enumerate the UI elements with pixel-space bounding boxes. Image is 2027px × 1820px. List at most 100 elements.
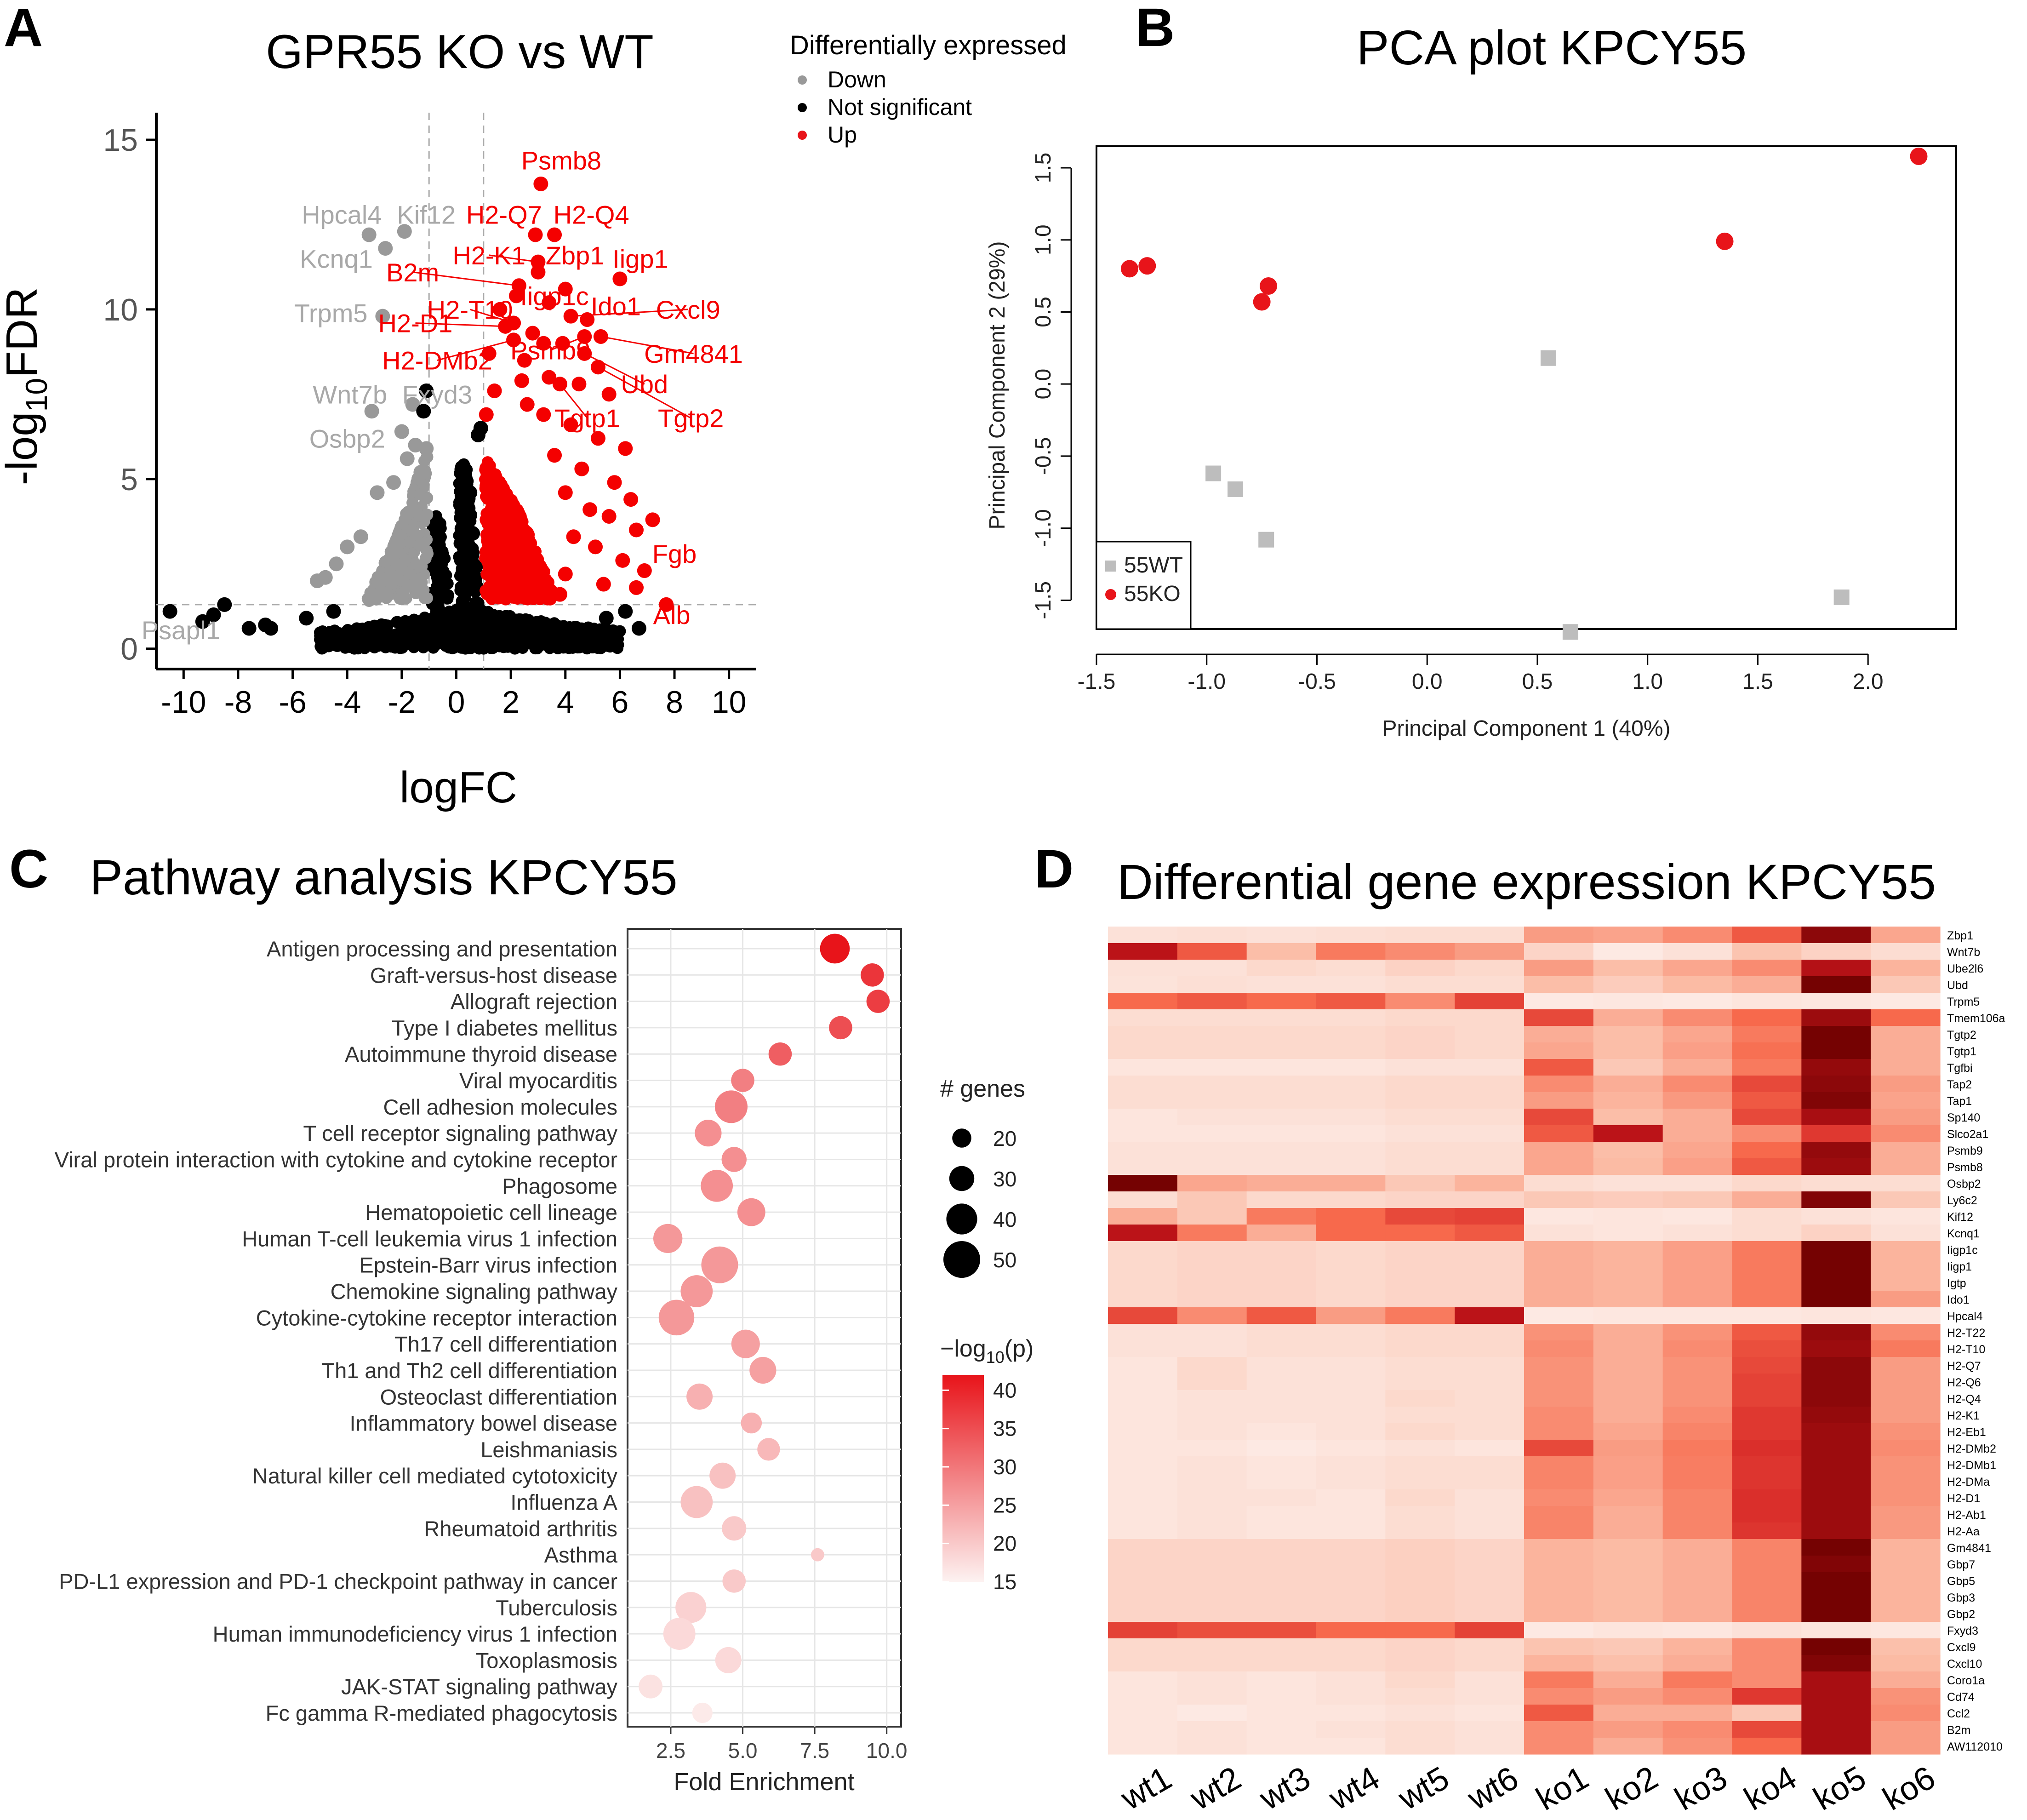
- heatmap-cell: [1524, 1225, 1594, 1242]
- heatmap-cell: [1316, 1489, 1386, 1506]
- heatmap-cell: [1801, 976, 1871, 993]
- heatmap-cell: [1662, 1589, 1733, 1606]
- heatmap-cell: [1524, 1191, 1594, 1208]
- volcano-point: [535, 575, 547, 587]
- volcano-point: [481, 346, 497, 361]
- volcano-point: [413, 465, 428, 480]
- heatmap-cell: [1177, 1208, 1247, 1225]
- heatmap-cell: [1871, 1357, 1941, 1374]
- heatmap-cell: [1108, 1026, 1178, 1043]
- volcano-point: [364, 404, 379, 419]
- volcano-point: [558, 567, 573, 582]
- heatmap-cell: [1316, 1539, 1386, 1556]
- volcano-point: [598, 634, 610, 647]
- pathway-label: Rheumatoid arthritis: [424, 1517, 617, 1541]
- heatmap-cell: [1455, 1092, 1525, 1109]
- heatmap-cell: [1246, 1258, 1317, 1275]
- heatmap-cell: [1246, 1721, 1317, 1738]
- pathway-label: Osteoclast differentiation: [380, 1385, 617, 1409]
- heatmap-row-label: H2-T22: [1947, 1327, 1985, 1339]
- heatmap-cell: [1385, 1357, 1455, 1374]
- pca-y-label: Principal Component 2 (29%): [985, 241, 1010, 530]
- pca-x-tick-label: -1.5: [1078, 670, 1116, 694]
- heatmap-cell: [1593, 1539, 1663, 1556]
- heatmap-cell: [1246, 1374, 1317, 1391]
- heatmap-cell: [1801, 1705, 1871, 1722]
- volcano-gene-label: H2-Q4: [554, 200, 629, 229]
- heatmap-cell: [1732, 1109, 1802, 1126]
- heatmap-cell: [1108, 1423, 1178, 1440]
- volcano-x-tick-label: -8: [224, 685, 252, 720]
- heatmap-row-label: Ubd: [1947, 979, 1968, 992]
- heatmap-cell: [1871, 1191, 1941, 1208]
- heatmap-cell: [1316, 1125, 1386, 1142]
- volcano-x-tick-label: -6: [279, 685, 306, 720]
- heatmap-cell: [1801, 1390, 1871, 1407]
- gene-count-legend-key: [949, 1166, 975, 1191]
- volcano-gene-label: Fgb: [652, 539, 697, 568]
- volcano-point: [380, 627, 393, 640]
- heatmap-cell: [1662, 1671, 1733, 1688]
- heatmap-cell: [1801, 1125, 1871, 1142]
- heatmap-cell: [1246, 976, 1317, 993]
- pca-point-ko: [1910, 147, 1928, 165]
- heatmap-cell: [1801, 1142, 1871, 1159]
- heatmap-row-label: Coro1a: [1947, 1674, 1985, 1687]
- pca-legend-key: [1105, 589, 1116, 600]
- heatmap-cell: [1385, 993, 1455, 1010]
- heatmap-cell: [1524, 1324, 1594, 1341]
- heatmap-cell: [1732, 1274, 1802, 1291]
- heatmap-col-label: ko6: [1877, 1759, 1941, 1818]
- heatmap-cell: [1246, 1539, 1317, 1556]
- heatmap-cell: [1455, 1440, 1525, 1457]
- heatmap-cell: [1524, 1456, 1594, 1473]
- volcano-point: [517, 353, 532, 368]
- volcano-gene-label: H2-DMb2: [382, 346, 492, 375]
- heatmap-cell: [1385, 1076, 1455, 1093]
- volcano-y-label: -log10FDR: [0, 287, 53, 486]
- heatmap-cell: [1246, 1324, 1317, 1341]
- volcano-point: [510, 548, 522, 560]
- heatmap-cell: [1524, 993, 1594, 1010]
- heatmap-cell: [1385, 1489, 1455, 1506]
- heatmap-cell: [1177, 1489, 1247, 1506]
- heatmap-cell: [1108, 1622, 1178, 1639]
- volcano-point: [409, 557, 422, 570]
- heatmap-cell: [1662, 1324, 1733, 1341]
- heatmap-cell: [1662, 927, 1733, 944]
- pathway-label: Th1 and Th2 cell differentiation: [321, 1358, 617, 1383]
- pca-point-wt: [1562, 624, 1578, 640]
- heatmap-cell: [1108, 1125, 1178, 1142]
- volcano-point: [462, 485, 478, 500]
- heatmap-cell: [1593, 1307, 1663, 1324]
- heatmap-row-label: Trpm5: [1947, 996, 1980, 1008]
- heatmap-cell: [1246, 1440, 1317, 1457]
- heatmap-cell: [1455, 1738, 1525, 1755]
- volcano-point: [263, 621, 279, 636]
- heatmap-cell: [1732, 1026, 1802, 1043]
- heatmap-cell: [1871, 1506, 1941, 1523]
- heatmap-cell: [1801, 1423, 1871, 1440]
- pathway-dot: [675, 1592, 707, 1623]
- heatmap-cell: [1871, 1042, 1941, 1059]
- volcano-legend-label: Down: [828, 67, 886, 92]
- heatmap-row-label: Tgtp2: [1947, 1029, 1976, 1042]
- heatmap-cell: [1662, 1473, 1733, 1490]
- heatmap-row-label: Tgtp1: [1947, 1045, 1976, 1058]
- heatmap-cell: [1385, 1274, 1455, 1291]
- panel-letter-a: A: [4, 0, 43, 58]
- heatmap-cell: [1177, 1374, 1247, 1391]
- heatmap-cell: [1177, 1158, 1247, 1175]
- volcano-point: [547, 227, 562, 242]
- pca-point-ko: [1716, 232, 1734, 250]
- heatmap-cell: [1385, 1092, 1455, 1109]
- heatmap-cell: [1246, 1175, 1317, 1192]
- heatmap-cell: [1177, 1340, 1247, 1357]
- heatmap-cell: [1662, 1274, 1733, 1291]
- heatmap-cell: [1385, 1390, 1455, 1407]
- heatmap-row-label: H2-Eb1: [1947, 1426, 1986, 1439]
- heatmap-cell: [1593, 1423, 1663, 1440]
- heatmap-cell: [1593, 1042, 1663, 1059]
- heatmap-cell: [1385, 1142, 1455, 1159]
- heatmap-cell: [1177, 1539, 1247, 1556]
